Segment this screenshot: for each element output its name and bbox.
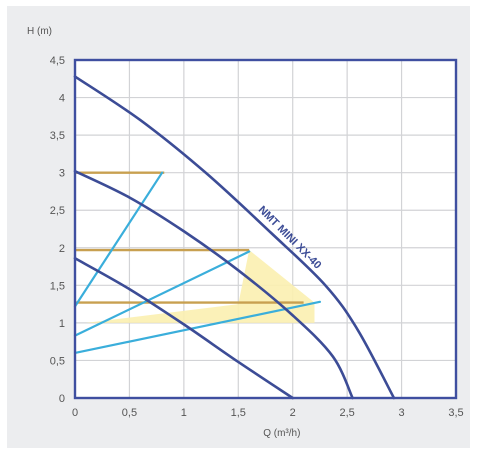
x-tick-label: 3 xyxy=(399,407,405,419)
x-tick-label: 2,5 xyxy=(339,407,354,419)
pump-curve-2 xyxy=(73,169,354,400)
y-tick-label: 0 xyxy=(59,393,65,405)
y-tick-label: 1 xyxy=(59,318,65,330)
y-tick-label: 3 xyxy=(59,168,65,180)
x-tick-label: 0 xyxy=(72,407,78,419)
system-line-3 xyxy=(73,300,322,355)
y-axis-label: H (m) xyxy=(27,26,52,37)
y-tick-label: 2 xyxy=(59,243,65,255)
y-tick-label: 4,5 xyxy=(50,55,65,67)
chart-frame: 0 0,5 1 1,5 2 2,5 3 3,5 0 0,5 1 1,5 2 2,5 3 3,5 4 4,5 H (m… xyxy=(7,6,470,448)
operating-area-highlight xyxy=(85,250,315,323)
plot-frame xyxy=(73,58,458,400)
pump-curve-1 xyxy=(73,75,396,400)
x-tick-label: 1 xyxy=(181,407,187,419)
y-tick-label: 2,5 xyxy=(50,205,65,217)
x-tick-label: 2 xyxy=(290,407,296,419)
y-tick-label: 4 xyxy=(59,93,65,105)
x-axis-label: Q (m³/h) xyxy=(263,428,300,439)
system-line-2 xyxy=(73,250,251,337)
pump-curve-3 xyxy=(73,256,295,400)
y-tick-label: 0,5 xyxy=(50,355,65,367)
x-tick-label: 0,5 xyxy=(122,407,137,419)
pump-performance-chart: 0 0,5 1 1,5 2 2,5 3 3,5 0 0,5 1 1,5 2 2,5 3 3,5 4 4,5 H (m… xyxy=(27,26,464,439)
system-line-1 xyxy=(73,171,164,308)
x-tick-label: 3,5 xyxy=(448,407,463,419)
y-tick-label: 1,5 xyxy=(50,280,65,292)
x-tick-label: 1,5 xyxy=(231,407,246,419)
y-tick-label: 3,5 xyxy=(50,130,65,142)
